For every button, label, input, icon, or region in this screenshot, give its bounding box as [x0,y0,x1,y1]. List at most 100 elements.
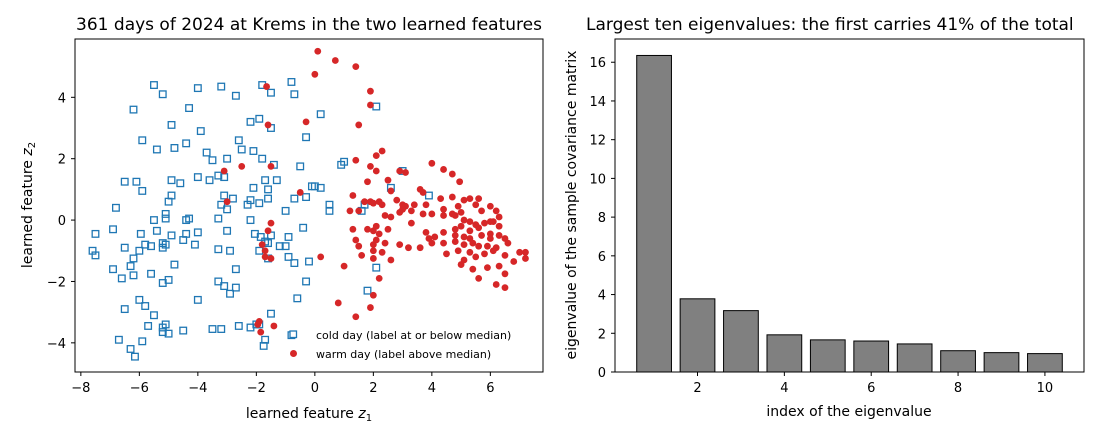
cold-day-point [296,162,305,171]
warm-day-point [475,195,483,202]
y-tick-label: 6 [598,250,606,265]
legend-warm-marker [290,350,297,357]
cold-day-point [284,233,293,241]
warm-day-point [495,232,503,239]
warm-day-point [440,166,447,173]
cold-day-point [231,265,240,274]
warm-day-point [440,205,447,213]
warm-day-point [460,233,468,241]
warm-day-point [223,198,231,206]
legend-cold-marker [289,330,298,339]
cold-day-point [185,104,194,113]
warm-day-point [457,222,465,230]
warm-day-point [484,242,491,250]
warm-day-point [314,47,322,55]
cold-day-point [226,246,234,255]
cold-day-point [129,254,138,263]
warm-day-point [367,87,374,95]
cold-day-point [109,225,117,234]
scatter-y-ticks: −4 −2 0 2 4 [47,91,75,352]
warm-day-point [410,201,418,209]
warm-day-point [302,118,310,126]
warm-day-point [349,225,357,233]
warm-day-point [364,225,371,233]
warm-day-point [407,207,415,215]
y-tick-label: 10 [589,172,606,187]
y-tick-label: −4 [47,337,66,352]
warm-day-point [489,247,497,255]
cold-day-point [167,120,176,129]
warm-day-point [495,222,503,230]
cold-day-point [91,229,100,238]
cold-day-point [193,228,202,237]
cold-day-point [372,102,381,111]
cold-day-point [275,242,284,251]
warm-day-point [481,250,488,258]
cold-day-point [255,114,264,123]
cold-day-point [255,199,264,208]
warm-day-point [384,225,392,233]
warm-day-point [405,244,412,252]
y-tick-label: 4 [598,289,606,304]
x-tick-label: −4 [188,381,207,396]
cold-day-point [325,200,334,209]
warm-day-point [396,167,404,175]
warm-day-point [258,241,266,249]
x-tick-label: −8 [71,381,90,396]
warm-day-point [257,328,265,336]
cold-day-point [226,289,234,298]
cold-day-point [284,252,293,261]
warm-day-point [396,241,404,249]
scatter-x-label: learned feature z1 [246,406,372,424]
x-tick-label: 4 [780,381,788,396]
warm-day-point [364,178,371,186]
eigenvalue-bar [983,352,1020,373]
warm-day-point [311,70,319,78]
x-tick-label: 6 [486,381,494,396]
warm-day-point [486,202,494,210]
y-tick-label: 2 [598,327,606,342]
cold-day-point [231,283,240,292]
cold-day-point [234,136,243,145]
warm-day-point [428,210,436,218]
cold-day-point [223,205,232,214]
cold-day-point [176,179,185,188]
warm-day-point [495,213,503,221]
x-tick-label: −2 [247,381,266,396]
cold-day-point [120,177,129,186]
warm-day-point [466,227,474,235]
cold-day-point [141,302,150,310]
x-tick-label: 8 [954,381,962,396]
cold-day-point [136,229,145,238]
cold-day-point [217,325,226,333]
eigenvalue-bar [853,340,890,373]
warm-day-point [399,205,406,213]
scatter-title: 361 days of 2024 at Krems in the two lea… [76,15,542,35]
eigenvalue-bar [1027,353,1063,373]
cold-day-point [141,240,150,249]
warm-day-point [457,209,465,216]
warm-day-point [454,202,462,210]
cold-day-point [316,110,325,119]
cold-day-point [182,139,191,148]
warm-day-point [261,253,269,261]
warm-day-point [478,232,485,239]
cold-day-point [302,277,311,286]
eigenvalue-bar [636,54,672,373]
cold-day-point [214,171,223,180]
cold-day-point [164,329,173,338]
cold-day-point [249,147,258,155]
x-tick-label: 2 [693,381,701,396]
cold-day-point [170,144,179,152]
cold-day-point [152,226,161,235]
cold-day-point [120,243,129,252]
warm-day-point [492,281,500,288]
cold-day-point [164,275,173,284]
cold-day-point [132,177,141,186]
bar-panel: Largest ten eigenvalues: the first carri… [564,15,1085,420]
cold-day-point [290,90,299,99]
cold-day-point [135,246,144,255]
cold-day-point [144,322,153,330]
cold-day-point [264,194,272,203]
warm-day-point [419,189,427,196]
